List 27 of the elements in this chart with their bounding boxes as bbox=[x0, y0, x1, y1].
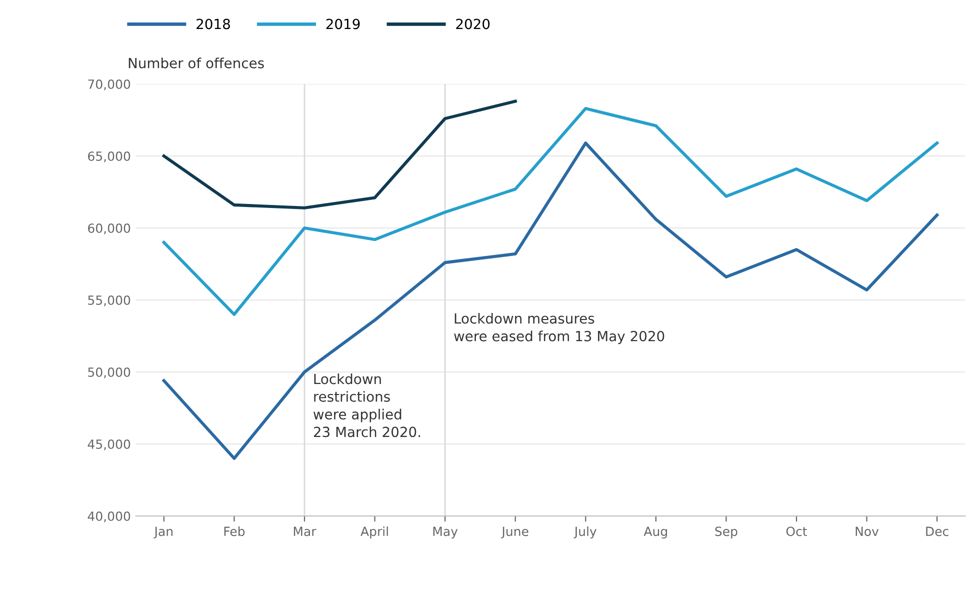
y-tick-label: 50,000 bbox=[88, 367, 130, 378]
x-tick-label: July bbox=[574, 526, 596, 539]
y-tick-label: 45,000 bbox=[88, 439, 130, 450]
ref-line-label: Lockdown restrictions were applied 23 March 2020. bbox=[314, 373, 420, 438]
line-series bbox=[162, 142, 939, 460]
y-tick-label: 40,000 bbox=[88, 511, 130, 522]
y-tick-label: 60,000 bbox=[88, 223, 130, 234]
legend-label: 2020 bbox=[456, 18, 490, 30]
y-tick-label: 65,000 bbox=[88, 151, 130, 162]
x-tick-label: Feb bbox=[224, 526, 245, 536]
x-tick-label: Jan bbox=[154, 526, 172, 538]
x-tick-label: Oct bbox=[786, 526, 807, 536]
x-tick-label: June bbox=[501, 526, 528, 538]
ref-line-label: Lockdown measures were eased from 13 May 2020 bbox=[454, 312, 664, 344]
x-tick-label: Nov bbox=[856, 526, 879, 536]
y-axis-title: Number of offences bbox=[128, 58, 264, 68]
x-tick-label: April bbox=[360, 526, 388, 539]
y-tick-label: 70,000 bbox=[88, 79, 130, 90]
line-series bbox=[162, 100, 517, 210]
legend-label: 2018 bbox=[196, 18, 230, 30]
legend-label: 2019 bbox=[326, 18, 360, 30]
y-tick-label: 55,000 bbox=[88, 295, 130, 306]
x-tick-label: Sep bbox=[715, 526, 738, 539]
x-tick-label: Aug bbox=[644, 526, 667, 539]
x-tick-label: May bbox=[433, 526, 458, 539]
x-tick-label: Dec bbox=[926, 526, 948, 536]
x-tick-label: Mar bbox=[294, 526, 316, 536]
